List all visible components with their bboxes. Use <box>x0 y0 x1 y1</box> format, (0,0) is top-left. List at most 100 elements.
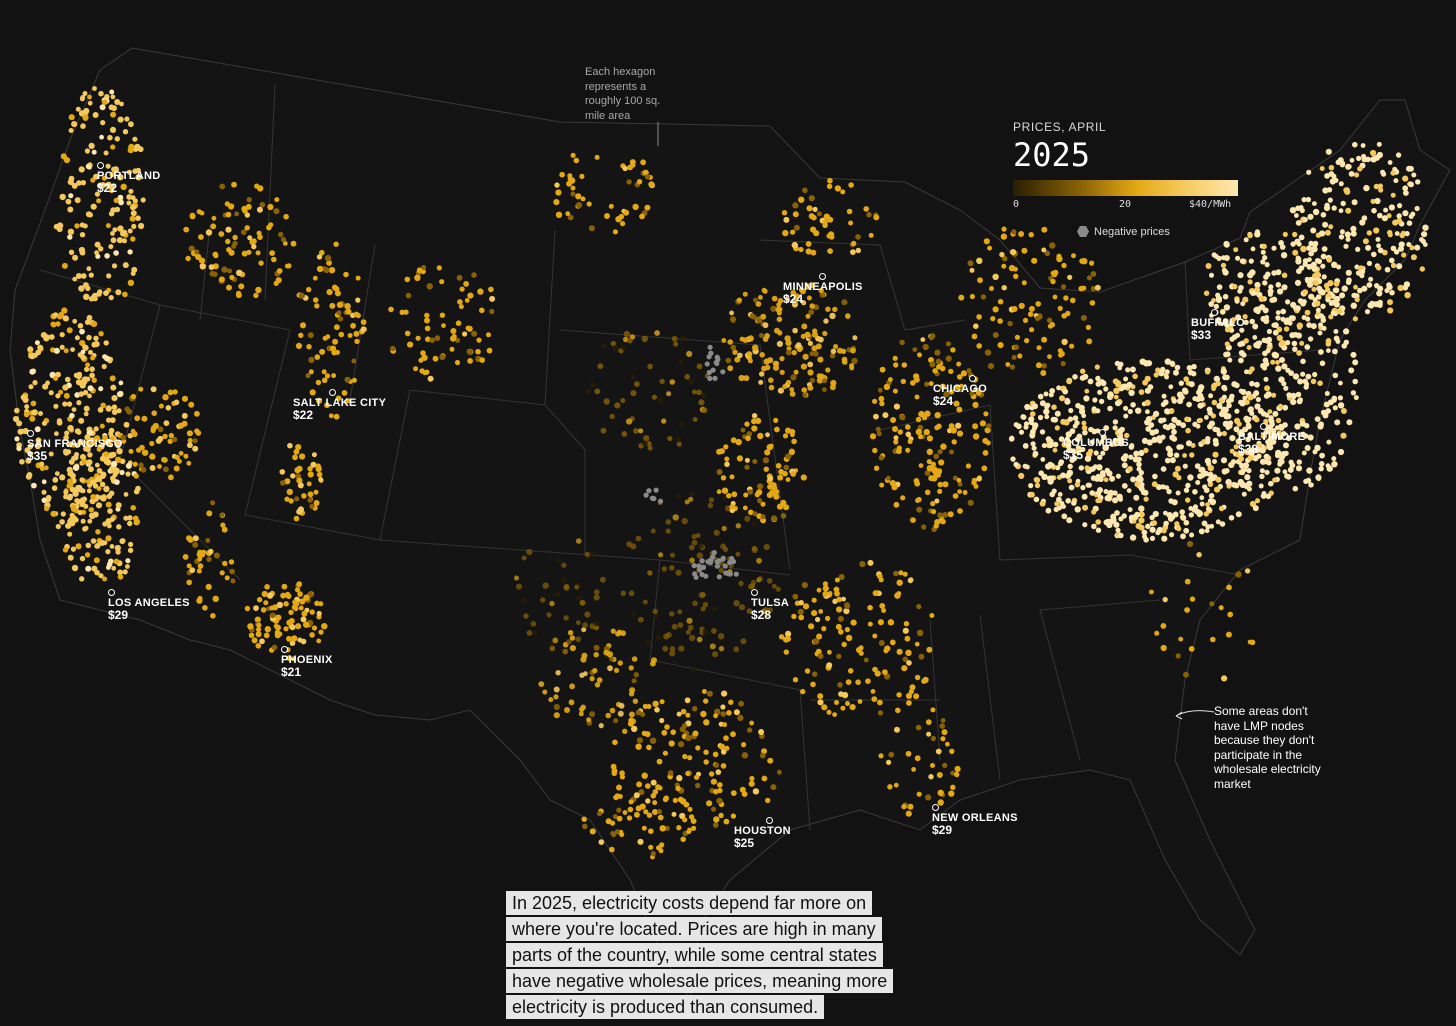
price-hexagon <box>736 297 743 303</box>
price-hexagon <box>1332 372 1339 379</box>
note-line: participate in the <box>1214 747 1303 762</box>
price-hexagon <box>314 600 320 606</box>
price-hexagon <box>194 410 200 417</box>
negative-price-hexagon <box>708 350 714 356</box>
price-hexagon <box>1213 303 1220 310</box>
price-hexagon <box>1068 484 1075 491</box>
price-hexagon <box>1185 497 1191 503</box>
city-marker <box>108 589 115 596</box>
price-hexagon <box>1296 350 1302 356</box>
price-hexagon <box>726 493 732 499</box>
negative-price-hexagon <box>720 556 726 562</box>
price-hexagon <box>1305 196 1312 203</box>
price-hexagon <box>562 648 569 655</box>
price-hexagon <box>1009 364 1016 370</box>
price-hexagon <box>140 466 147 473</box>
price-hexagon <box>807 384 814 391</box>
price-hexagon <box>59 519 65 525</box>
price-hexagon <box>114 99 121 105</box>
price-hexagon <box>1013 273 1019 279</box>
price-hexagon <box>111 105 117 112</box>
price-hexagon <box>636 781 643 788</box>
price-hexagon <box>51 485 58 491</box>
price-hexagon <box>1130 402 1136 408</box>
price-hexagon <box>1169 532 1175 538</box>
price-hexagon <box>901 665 908 672</box>
price-hexagon <box>1328 224 1334 230</box>
price-hexagon <box>616 784 622 791</box>
price-hexagon <box>269 605 275 611</box>
price-hexagon <box>1224 326 1231 333</box>
price-hexagon <box>618 213 625 220</box>
price-hexagon <box>81 458 88 465</box>
price-hexagon <box>150 428 156 434</box>
price-hexagon <box>104 355 111 362</box>
price-hexagon <box>98 573 104 579</box>
price-hexagon <box>138 222 145 230</box>
price-hexagon <box>1127 507 1133 513</box>
price-hexagon <box>805 313 811 319</box>
price-hexagon <box>883 383 891 391</box>
price-hexagon <box>816 373 823 379</box>
price-hexagon <box>1201 520 1208 527</box>
price-hexagon <box>1067 463 1073 470</box>
price-hexagon <box>689 634 696 642</box>
price-hexagon <box>455 337 461 343</box>
price-hexagon <box>782 433 789 439</box>
price-hexagon <box>949 748 955 754</box>
price-hexagon <box>1260 432 1268 440</box>
price-hexagon <box>105 501 112 508</box>
price-hexagon <box>1212 426 1218 433</box>
price-hexagon <box>1018 429 1025 435</box>
price-hexagon <box>1116 493 1123 500</box>
price-hexagon <box>1340 432 1347 439</box>
city-label-san-francisco: SAN FRANCISCO $35 <box>27 430 123 463</box>
price-hexagon <box>723 735 729 741</box>
price-hexagon <box>258 260 264 266</box>
price-hexagon <box>1031 257 1038 264</box>
price-hexagon <box>1247 639 1253 645</box>
price-hexagon <box>107 508 113 514</box>
price-hexagon <box>659 842 665 848</box>
price-hexagon <box>656 758 663 765</box>
legend-tick: 20 <box>1119 199 1132 210</box>
price-hexagon <box>752 459 758 464</box>
price-hexagon <box>1371 251 1377 258</box>
price-hexagon <box>722 722 728 728</box>
price-hexagon <box>199 263 206 270</box>
price-hexagon <box>120 434 126 441</box>
price-hexagon <box>758 295 763 300</box>
price-hexagon <box>737 714 744 722</box>
city-label-phoenix: PHOENIX $21 <box>281 646 333 679</box>
price-hexagon <box>1319 166 1325 171</box>
price-hexagon <box>632 698 639 704</box>
city-name: HOUSTON <box>734 825 791 837</box>
price-hexagon <box>1376 265 1382 271</box>
price-hexagon <box>404 276 411 283</box>
price-hexagon <box>1337 395 1343 401</box>
price-hexagon <box>1253 416 1260 423</box>
price-hexagon <box>908 688 915 695</box>
price-hexagon <box>225 238 231 245</box>
price-hexagon <box>790 290 797 296</box>
price-hexagon <box>945 341 952 347</box>
price-hexagon <box>843 608 850 615</box>
price-hexagon <box>703 749 709 755</box>
price-hexagon <box>316 471 323 478</box>
price-hexagon <box>645 783 651 789</box>
price-hexagon <box>690 818 697 824</box>
price-hexagon <box>916 604 922 610</box>
price-hexagon <box>426 283 433 290</box>
price-hexagon <box>259 201 266 208</box>
price-hexagon <box>1054 501 1060 507</box>
price-hexagon <box>125 471 131 477</box>
price-hexagon <box>922 676 929 684</box>
price-hexagon <box>70 504 77 510</box>
price-hexagon <box>1011 229 1017 235</box>
price-hexagon <box>1263 361 1270 367</box>
price-hexagon <box>738 604 746 611</box>
price-hexagon <box>255 631 262 638</box>
price-hexagon <box>1210 636 1216 643</box>
price-hexagon <box>1207 464 1215 472</box>
price-hexagon <box>1295 332 1302 339</box>
